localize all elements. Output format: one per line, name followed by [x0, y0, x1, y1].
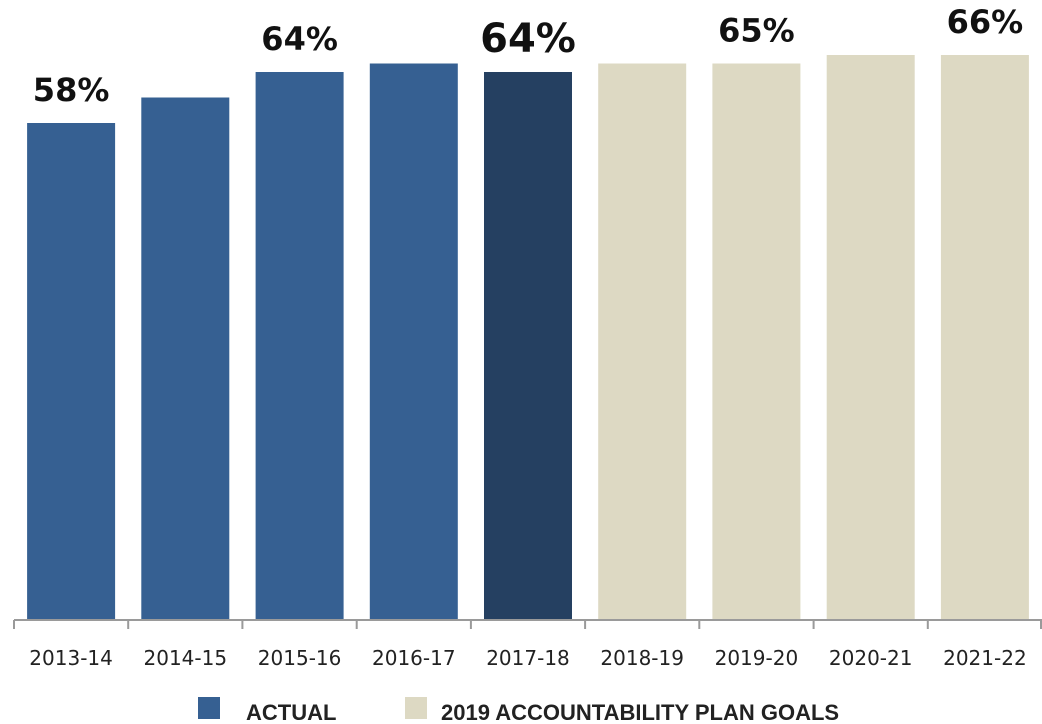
bar-2017-18 — [484, 72, 572, 620]
x-tick-label-2014-15: 2014-15 — [144, 646, 228, 670]
bar-2019-20 — [712, 63, 801, 620]
x-tick-label-2016-17: 2016-17 — [372, 646, 456, 670]
x-tick-label-2019-20: 2019-20 — [715, 646, 799, 670]
bar-2014-15 — [141, 97, 230, 620]
bar-2013-14 — [27, 123, 116, 620]
legend-label-actual: ACTUAL — [246, 700, 336, 724]
x-tick-label-2015-16: 2015-16 — [258, 646, 342, 670]
x-tick-label-2013-14: 2013-14 — [29, 646, 113, 670]
legend-label-goals: 2019 ACCOUNTABILITY PLAN GOALS — [441, 700, 839, 724]
x-tick-label-2017-18: 2017-18 — [486, 646, 570, 670]
bar-2015-16 — [255, 72, 344, 620]
x-tick-label-2021-22: 2021-22 — [943, 646, 1027, 670]
legend: ACTUAL 2019 ACCOUNTABILITY PLAN GOALS — [198, 697, 839, 724]
bars-layer — [27, 55, 1029, 620]
x-tick-label-2020-21: 2020-21 — [829, 646, 913, 670]
legend-swatch-actual — [198, 697, 220, 719]
data-label-2013-14: 58% — [33, 71, 110, 109]
bar-2018-19 — [598, 63, 687, 620]
bar-2021-22 — [940, 55, 1029, 620]
value-labels-layer: 58% 64% 64% 65% 66% — [33, 3, 1023, 109]
x-axis — [13, 619, 1042, 629]
bar-2020-21 — [826, 55, 915, 620]
data-label-2015-16: 64% — [261, 20, 338, 58]
data-label-2021-22: 66% — [947, 3, 1024, 41]
x-tick-label-2018-19: 2018-19 — [600, 646, 684, 670]
data-label-2017-18: 64% — [480, 16, 576, 62]
x-tick-labels: 2013-14 2014-15 2015-16 2016-17 2017-18 2018-… — [29, 646, 1026, 670]
legend-swatch-goals — [405, 697, 427, 719]
data-label-2019-20: 65% — [718, 12, 795, 50]
bar-2016-17 — [369, 63, 458, 620]
